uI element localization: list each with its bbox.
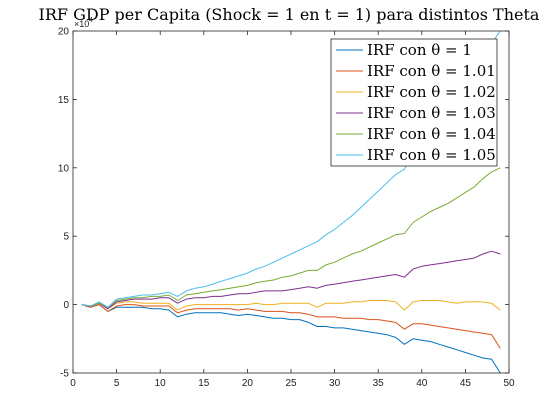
series-line-3 (81, 300, 501, 311)
legend-label-6: IRF con θ = 1.05 (367, 146, 496, 164)
x-tick-label: 45 (460, 378, 472, 389)
y-exponent: 4 (89, 17, 93, 24)
y-multiplier: ×10 (74, 19, 89, 29)
legend-label-1: IRF con θ = 1 (367, 41, 472, 59)
x-ticks: 0 5 10 15 20 25 30 35 40 45 50 (70, 31, 515, 389)
y-tick-label: 20 (58, 27, 70, 38)
x-tick-label: 0 (70, 378, 76, 389)
x-tick-label: 5 (114, 378, 120, 389)
x-tick-label: 40 (416, 378, 428, 389)
y-ticks: -5 0 5 10 15 20 (58, 27, 509, 380)
series-line-5 (81, 167, 501, 308)
legend-label-5: IRF con θ = 1.04 (367, 125, 496, 143)
legend-label-4: IRF con θ = 1.03 (367, 104, 496, 122)
x-tick-label: 10 (155, 378, 167, 389)
legend-label-2: IRF con θ = 1.01 (367, 62, 496, 80)
y-tick-label: 10 (58, 163, 70, 174)
y-tick-label: 5 (63, 232, 69, 243)
series-line-4 (81, 250, 501, 310)
x-tick-label: 50 (503, 378, 515, 389)
y-tick-label: 0 (63, 300, 69, 311)
x-tick-label: 35 (373, 378, 385, 389)
x-tick-label: 25 (285, 378, 297, 389)
x-tick-label: 15 (198, 378, 210, 389)
x-tick-label: 30 (329, 378, 341, 389)
legend-label-3: IRF con θ = 1.02 (367, 83, 496, 101)
series-line-2 (81, 304, 501, 349)
x-tick-label: 20 (242, 378, 254, 389)
legend: IRF con θ = 1 IRF con θ = 1.01 IRF con θ =… (330, 38, 498, 167)
y-tick-label: 15 (58, 95, 70, 106)
chart-title: IRF GDP per Capita (Shock = 1 en t = 1) … (39, 5, 540, 24)
legend-box (330, 38, 498, 167)
y-tick-label: -5 (60, 369, 69, 380)
series-line-1 (81, 304, 501, 374)
